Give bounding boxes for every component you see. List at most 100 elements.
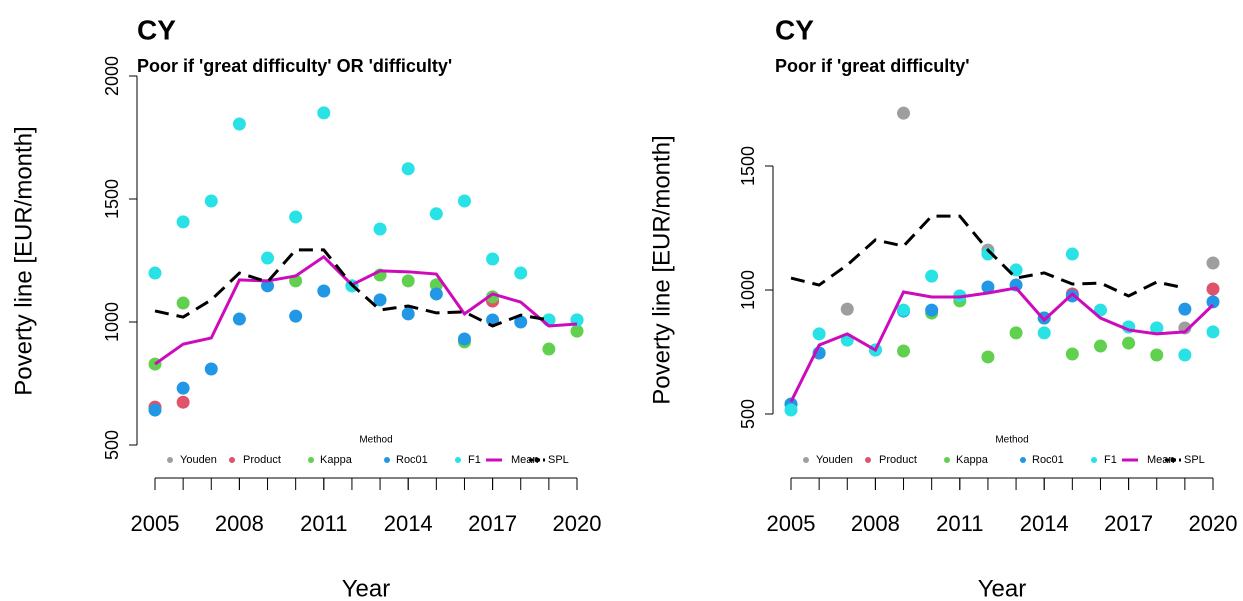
legend-marker	[229, 457, 235, 463]
y-axis-title: Poverty line [EUR/month]	[10, 126, 37, 395]
data-point	[176, 215, 190, 229]
data-point	[784, 403, 798, 417]
y-axis-title: Poverty line [EUR/month]	[648, 135, 675, 404]
data-point	[317, 106, 331, 120]
data-point	[925, 303, 939, 317]
x-tick-label: 2005	[767, 511, 816, 536]
data-point	[429, 207, 443, 221]
data-point	[204, 194, 218, 208]
data-point	[176, 296, 190, 310]
legend-label: Product	[879, 454, 917, 466]
legend-marker	[944, 457, 950, 463]
data-point	[148, 403, 162, 417]
legend-marker	[455, 457, 461, 463]
data-point	[1065, 247, 1079, 261]
y-tick-label: 2000	[102, 56, 122, 96]
data-point	[897, 303, 911, 317]
series-line	[154, 254, 578, 366]
y-tick-label: 1500	[738, 146, 758, 186]
y-tick-label: 1500	[102, 179, 122, 219]
chart-subtitle: Poor if 'great difficulty'	[775, 56, 970, 76]
x-tick-label: 2017	[1104, 511, 1153, 536]
legend-marker	[308, 457, 314, 463]
legend-title: Method	[995, 435, 1028, 446]
data-point	[261, 251, 275, 265]
data-point	[317, 284, 331, 298]
y-tick-label: 500	[738, 399, 758, 429]
data-point	[204, 362, 218, 376]
x-tick-label: 2005	[131, 511, 180, 536]
data-point	[897, 344, 911, 358]
x-tick-label: 2011	[300, 511, 347, 536]
x-tick-label: 2020	[1189, 511, 1238, 536]
data-point	[232, 117, 246, 131]
legend-label: Kappa	[956, 454, 989, 466]
legend-marker	[534, 457, 540, 463]
legend-label: Youden	[816, 454, 853, 466]
data-point	[1178, 302, 1192, 316]
data-point	[401, 274, 415, 288]
series-line	[154, 248, 550, 328]
x-axis-title: Year	[978, 575, 1027, 601]
data-point	[1206, 256, 1220, 270]
y-tick-label: 1000	[738, 270, 758, 310]
x-tick-label: 2020	[553, 511, 602, 536]
x-tick-label: 2011	[936, 511, 983, 536]
data-point	[1009, 326, 1023, 340]
data-point	[289, 309, 303, 323]
data-point	[514, 315, 528, 329]
data-point	[1206, 325, 1220, 339]
legend-marker	[1020, 457, 1026, 463]
data-point	[401, 307, 415, 321]
legend-label: Mean	[1147, 454, 1175, 466]
data-point	[429, 287, 443, 301]
legend-marker	[384, 457, 390, 463]
legend-label: Roc01	[1032, 454, 1064, 466]
data-point	[981, 247, 995, 261]
data-point	[1150, 348, 1164, 362]
data-point	[1037, 326, 1051, 340]
data-point	[457, 194, 471, 208]
legend-label: SPL	[1184, 454, 1205, 466]
legend-label: F1	[468, 454, 481, 466]
data-point	[1206, 295, 1220, 309]
data-point	[542, 342, 556, 356]
data-point	[570, 324, 584, 338]
data-point	[148, 266, 162, 280]
data-point	[840, 302, 854, 316]
chart-title: CY	[137, 14, 176, 45]
x-tick-label: 2014	[1020, 511, 1069, 536]
chart-subtitle: Poor if 'great difficulty' OR 'difficult…	[137, 56, 452, 76]
y-tick-label: 500	[102, 430, 122, 460]
legend-label: Kappa	[320, 454, 353, 466]
x-tick-label: 2017	[468, 511, 517, 536]
series-line	[790, 214, 1186, 298]
data-point	[176, 395, 190, 409]
y-tick-label: 1000	[102, 302, 122, 342]
data-point	[981, 280, 995, 294]
data-point	[373, 222, 387, 236]
data-point	[176, 381, 190, 395]
data-point	[1065, 347, 1079, 361]
panel: CY Poor if 'great difficulty' OR 'difficu…	[10, 14, 601, 601]
data-point	[1093, 339, 1107, 353]
legend-label: Roc01	[396, 454, 428, 466]
legend-label: F1	[1104, 454, 1117, 466]
data-point	[457, 332, 471, 346]
legend-label: Mean	[511, 454, 539, 466]
legend-title: Method	[359, 435, 392, 446]
data-point	[429, 278, 443, 292]
legend-label: Youden	[180, 454, 217, 466]
data-point	[1178, 348, 1192, 362]
data-point	[261, 279, 275, 293]
data-point	[1122, 336, 1136, 350]
legend-marker	[1170, 457, 1176, 463]
x-tick-label: 2014	[384, 511, 433, 536]
legend-marker	[167, 457, 173, 463]
data-point	[925, 269, 939, 283]
legend-marker	[865, 457, 871, 463]
data-point	[812, 327, 826, 341]
legend-label: Product	[243, 454, 281, 466]
data-point	[981, 350, 995, 364]
data-point	[289, 210, 303, 224]
